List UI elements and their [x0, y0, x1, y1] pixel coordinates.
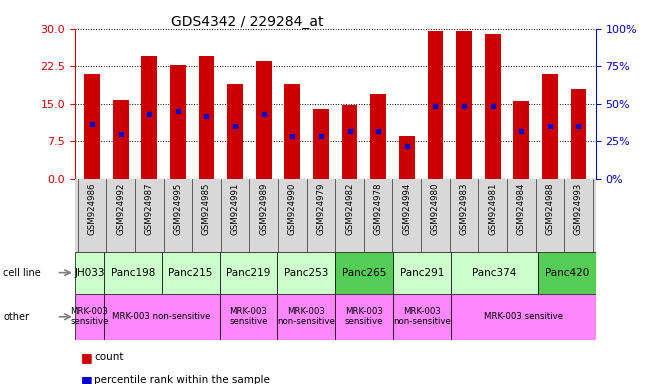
Bar — [451, 294, 596, 340]
Text: Panc265: Panc265 — [342, 268, 387, 278]
Bar — [335, 252, 393, 294]
Bar — [170, 65, 186, 179]
Text: Panc253: Panc253 — [284, 268, 329, 278]
Bar — [542, 74, 558, 179]
Text: percentile rank within the sample: percentile rank within the sample — [94, 375, 270, 384]
Text: GSM924992: GSM924992 — [116, 182, 125, 235]
Text: MRK-003
sensitive: MRK-003 sensitive — [70, 307, 109, 326]
Bar — [161, 252, 219, 294]
Text: GSM924990: GSM924990 — [288, 182, 297, 235]
Text: Panc198: Panc198 — [111, 268, 155, 278]
Bar — [75, 294, 104, 340]
Bar — [104, 294, 219, 340]
Text: GSM924986: GSM924986 — [87, 182, 96, 235]
Text: MRK-003
sensitive: MRK-003 sensitive — [229, 307, 268, 326]
Bar — [284, 84, 300, 179]
Bar — [456, 31, 472, 179]
Bar — [335, 294, 393, 340]
Bar — [84, 74, 100, 179]
Bar — [485, 34, 501, 179]
Text: GSM924994: GSM924994 — [402, 182, 411, 235]
Text: count: count — [94, 352, 124, 362]
Bar — [256, 61, 271, 179]
Bar — [219, 294, 277, 340]
Bar — [219, 252, 277, 294]
Bar — [141, 56, 157, 179]
Bar — [514, 101, 529, 179]
Bar — [538, 252, 596, 294]
Text: GSM924995: GSM924995 — [173, 182, 182, 235]
Text: GSM924980: GSM924980 — [431, 182, 440, 235]
Text: ■: ■ — [81, 351, 93, 364]
Bar — [342, 105, 357, 179]
Text: GSM924982: GSM924982 — [345, 182, 354, 235]
Text: Panc374: Panc374 — [472, 268, 517, 278]
Text: GSM924993: GSM924993 — [574, 182, 583, 235]
Text: MRK-003
sensitive: MRK-003 sensitive — [345, 307, 383, 326]
Bar — [199, 56, 214, 179]
Text: MRK-003 sensitive: MRK-003 sensitive — [484, 312, 563, 321]
Text: GDS4342 / 229284_at: GDS4342 / 229284_at — [171, 15, 324, 29]
Bar — [399, 136, 415, 179]
Text: Panc291: Panc291 — [400, 268, 444, 278]
Bar — [451, 252, 538, 294]
Text: MRK-003
non-sensitive: MRK-003 non-sensitive — [277, 307, 335, 326]
Text: GSM924988: GSM924988 — [546, 182, 555, 235]
Text: GSM924989: GSM924989 — [259, 182, 268, 235]
Text: GSM924991: GSM924991 — [230, 182, 240, 235]
Text: GSM924978: GSM924978 — [374, 182, 383, 235]
Text: GSM924984: GSM924984 — [517, 182, 526, 235]
Text: GSM924979: GSM924979 — [316, 182, 326, 235]
Text: cell line: cell line — [3, 268, 41, 278]
Bar — [571, 89, 587, 179]
Bar — [277, 294, 335, 340]
Bar — [370, 94, 386, 179]
Bar — [428, 31, 443, 179]
Text: GSM924981: GSM924981 — [488, 182, 497, 235]
Bar — [75, 252, 104, 294]
Text: ■: ■ — [81, 374, 93, 384]
Text: Panc215: Panc215 — [169, 268, 213, 278]
Text: MRK-003 non-sensitive: MRK-003 non-sensitive — [113, 312, 211, 321]
Text: Panc219: Panc219 — [227, 268, 271, 278]
Bar — [104, 252, 161, 294]
Bar — [393, 252, 451, 294]
Text: GSM924983: GSM924983 — [460, 182, 469, 235]
Bar — [313, 109, 329, 179]
Bar — [393, 294, 451, 340]
Text: GSM924985: GSM924985 — [202, 182, 211, 235]
Bar — [113, 100, 128, 179]
Text: other: other — [3, 312, 29, 322]
Bar — [227, 84, 243, 179]
Text: Panc420: Panc420 — [545, 268, 589, 278]
Text: MRK-003
non-sensitive: MRK-003 non-sensitive — [393, 307, 451, 326]
Bar — [277, 252, 335, 294]
Text: JH033: JH033 — [74, 268, 105, 278]
Text: GSM924987: GSM924987 — [145, 182, 154, 235]
